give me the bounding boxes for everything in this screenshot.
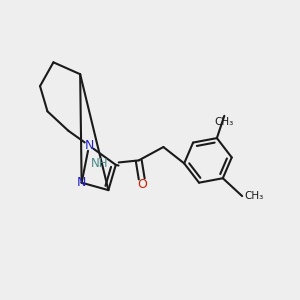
Text: CH₃: CH₃ [244, 191, 263, 201]
Text: N: N [77, 176, 86, 189]
Text: NH: NH [91, 157, 108, 170]
Text: CH₃: CH₃ [215, 117, 234, 127]
Text: O: O [138, 178, 148, 191]
Text: N: N [84, 139, 94, 152]
